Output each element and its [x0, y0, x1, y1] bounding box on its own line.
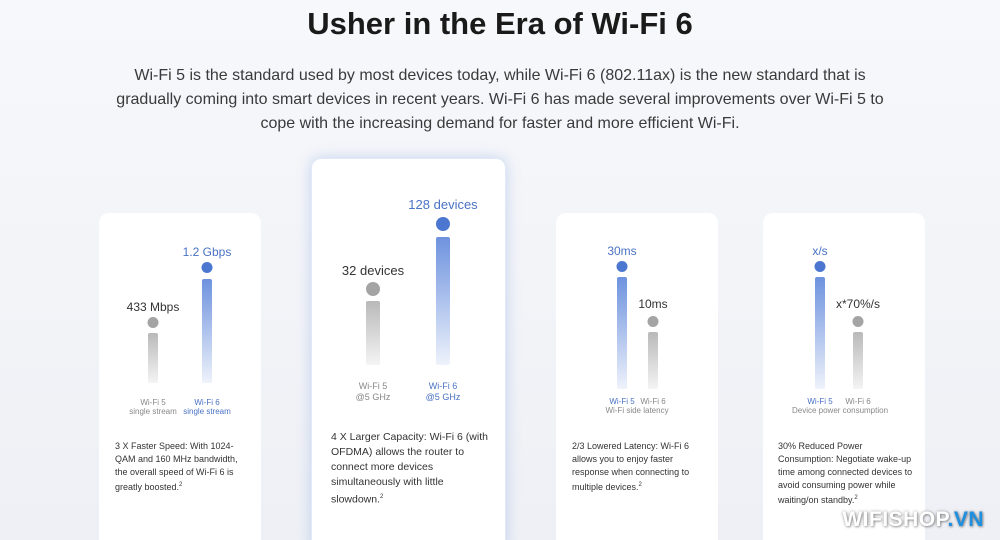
wifi6-power-bar	[853, 332, 863, 389]
speed-card: 433 Mbps 1.2 Gbps Wi-Fi 5 single stream W…	[99, 213, 261, 540]
wifi5-capacity-label: Wi-Fi 5 @5 GHz	[355, 381, 391, 402]
wifi5-latency-bar	[617, 277, 627, 389]
speed-description: 3 X Faster Speed: With 1024-QAM and 160 …	[115, 441, 238, 492]
wifi6-speed-bar	[202, 279, 212, 383]
wifi6-power-value: x*70%/s	[835, 297, 881, 311]
wifi6-capacity-value: 128 devices	[408, 197, 478, 212]
wifi6-latency-bar	[648, 332, 658, 389]
wifi5-capacity-bar	[366, 301, 380, 365]
wifi5-speed-label: Wi-Fi 5 single stream	[129, 398, 177, 416]
latency-description: 2/3 Lowered Latency: Wi-Fi 6 allows you …	[572, 441, 690, 492]
wifi5-speed-dot	[147, 317, 159, 328]
wifi5-speed-bar	[148, 333, 158, 383]
wifi5-latency-label: Wi-Fi 5	[609, 397, 635, 406]
wifi6-speed-value: 1.2 Gbps	[182, 245, 232, 259]
page-title: Usher in the Era of Wi-Fi 6	[307, 6, 693, 41]
wifi6-latency-value: 10ms	[638, 297, 668, 311]
capacity-card: 32 devices 128 devices Wi-Fi 5 @5 GHz Wi-…	[311, 158, 506, 540]
wifi6-capacity-label: Wi-Fi 6 @5 GHz	[425, 381, 461, 402]
capacity-description: 4 X Larger Capacity: Wi-Fi 6 (with OFDMA…	[331, 431, 488, 506]
power-description: 30% Reduced Power Consumption: Negotiate…	[778, 441, 913, 505]
wifi5-power-dot	[814, 261, 826, 272]
wifi6-power-dot	[852, 316, 864, 327]
wifi6-speed-label: Wi-Fi 6 single stream	[183, 398, 231, 416]
latency-caption: Wi-Fi side latency	[605, 406, 669, 415]
wifi5-capacity-value: 32 devices	[341, 263, 405, 278]
wifi6-power-label: Wi-Fi 6	[845, 397, 871, 406]
wifi6-latency-dot	[647, 316, 659, 327]
wifi6-capacity-dot	[436, 217, 450, 231]
wifi5-latency-dot	[616, 261, 628, 272]
intro-paragraph: Wi-Fi 5 is the standard used by most dev…	[116, 67, 884, 132]
wifishop-watermark: WIFISHOP.VN	[842, 508, 984, 531]
power-card: x/s x*70%/s Wi-Fi 5 Wi-Fi 6 Device power…	[763, 213, 925, 540]
wifi6-capacity-bar	[436, 237, 450, 365]
wifi5-latency-value: 30ms	[607, 244, 637, 258]
latency-card: 30ms 10ms Wi-Fi 5 Wi-Fi 6 Wi-Fi side lat…	[556, 213, 718, 540]
wifi5-speed-value: 433 Mbps	[126, 300, 180, 314]
wifi6-latency-label: Wi-Fi 6	[640, 397, 666, 406]
wifi5-power-label: Wi-Fi 5	[807, 397, 833, 406]
power-caption: Device power consumption	[791, 406, 889, 415]
wifi5-capacity-dot	[366, 282, 380, 296]
wifi5-power-bar	[815, 277, 825, 389]
wifi5-power-value: x/s	[812, 244, 828, 258]
wifi6-speed-dot	[201, 262, 213, 273]
